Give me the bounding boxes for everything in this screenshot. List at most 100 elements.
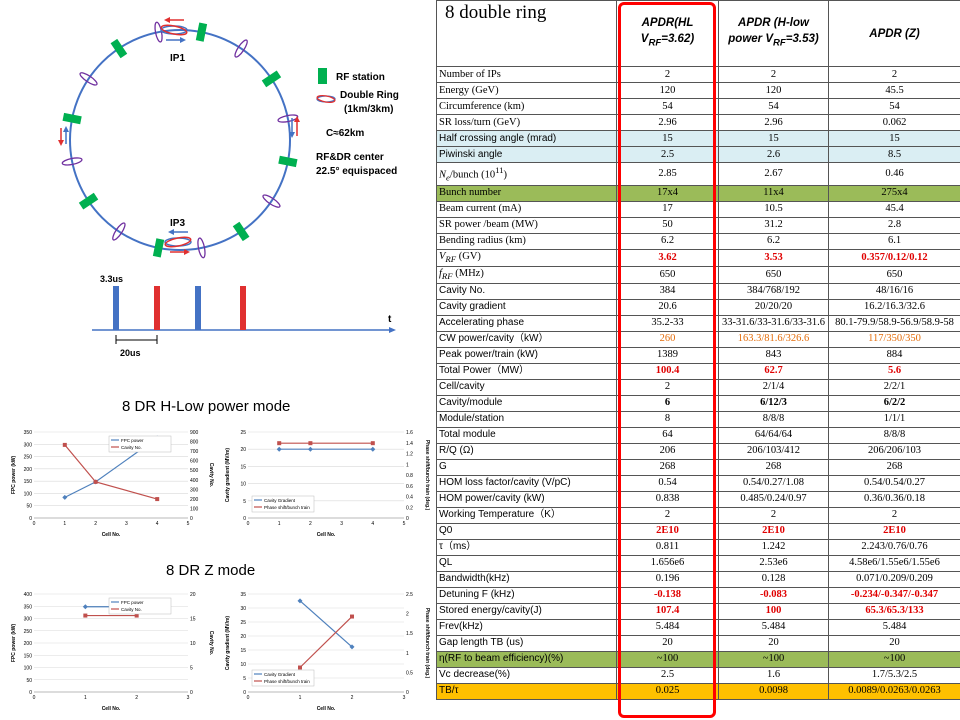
table-row: CW power/cavity（kW） 260 163.3/81.6/326.6 11… bbox=[436, 330, 960, 348]
table-row: Q0 2E10 2E10 2E10 bbox=[436, 522, 960, 540]
double-ring-marker bbox=[234, 39, 248, 58]
period-label: 20us bbox=[120, 348, 141, 358]
x-tick-label: 3 bbox=[403, 695, 406, 701]
cell-apdr-hl: 5.484 bbox=[616, 618, 719, 636]
cell-apdr-hl: 1389 bbox=[616, 346, 719, 364]
cell-apdr-z: 117/350/350 bbox=[828, 330, 960, 348]
table-row: Frev(kHz) 5.484 5.484 5.484 bbox=[436, 618, 960, 636]
x-tick-label: 3 bbox=[187, 695, 190, 701]
cell-apdr-hl: 0.54 bbox=[616, 474, 719, 492]
series-point bbox=[93, 479, 98, 484]
cell-apdr-hl: 17 bbox=[616, 200, 719, 218]
x-tick-label: 2 bbox=[351, 695, 354, 701]
time-axis-arrow bbox=[389, 327, 396, 333]
cell-apdr-z: 54 bbox=[828, 98, 960, 115]
cell-apdr-hl: 0.196 bbox=[616, 570, 719, 588]
table-row: G 268 268 268 bbox=[436, 458, 960, 476]
cell-apdr-hl: 2.96 bbox=[616, 114, 719, 131]
z-cavity-gradient-chart: 0 5 10 15 20 25 30 35 0 0.5 1 1.5 2 2.5 0 1 2 3 Cell No. Ca… bbox=[225, 592, 430, 712]
x-tick-label: 3 bbox=[125, 521, 128, 527]
cell-apdr-hl: 260 bbox=[616, 330, 719, 348]
ip1-label: IP1 bbox=[170, 53, 185, 64]
right-direction-arrows bbox=[289, 116, 300, 138]
table-row: τ（ms） 0.811 1.242 2.243/0.76/0.76 bbox=[436, 538, 960, 556]
table-row: HOM power/cavity (kW) 0.838 0.485/0.24/0.9… bbox=[436, 490, 960, 508]
cell-apdr-z: 2.8 bbox=[828, 216, 960, 234]
y2-tick-label: 1.6 bbox=[406, 430, 413, 436]
cell-apdr-z: 0.0089/0.0263/0.0263 bbox=[828, 682, 960, 700]
y-tick-label: 50 bbox=[26, 504, 32, 510]
cell-apdr-hl: 107.4 bbox=[616, 602, 719, 620]
y-tick-label: 50 bbox=[26, 678, 32, 684]
table-row: η(RF to beam efficiency)(%) ~100 ~100 ~100 bbox=[436, 650, 960, 668]
cell-apdr-z: 2/2/1 bbox=[828, 378, 960, 396]
cell-apdr-z: 650 bbox=[828, 265, 960, 284]
row-label: Bending radius (km) bbox=[436, 232, 617, 250]
y2-axis-label: Cavity No. bbox=[208, 463, 214, 488]
cell-apdr-h-low: 10.5 bbox=[718, 200, 829, 218]
table-row: Circumference (km) 54 54 54 bbox=[436, 98, 960, 115]
series-point bbox=[308, 441, 313, 446]
cell-apdr-z: 884 bbox=[828, 346, 960, 364]
legend-rf-dr-center: RF&DR center bbox=[316, 152, 384, 163]
rf-station-marker bbox=[78, 192, 99, 210]
cell-apdr-h-low: 6/12/3 bbox=[718, 394, 829, 412]
cell-apdr-z: 6.1 bbox=[828, 232, 960, 250]
y-axis-label: FPC power (kW) bbox=[11, 624, 17, 663]
legend-entry: FPC power bbox=[121, 600, 144, 605]
y2-tick-label: 0.2 bbox=[406, 505, 413, 511]
row-label: η(RF to beam efficiency)(%) bbox=[436, 650, 617, 668]
cell-apdr-h-low: 650 bbox=[718, 265, 829, 284]
series-point bbox=[83, 613, 88, 618]
cell-apdr-hl: 17x4 bbox=[616, 184, 719, 202]
series-point bbox=[370, 441, 375, 446]
cell-apdr-z: 0.46 bbox=[828, 162, 960, 186]
cell-apdr-hl: 35.2-33 bbox=[616, 314, 719, 332]
table-row: TB/τ 0.025 0.0098 0.0089/0.0263/0.0263 bbox=[436, 682, 960, 700]
cell-apdr-hl: 2E10 bbox=[616, 522, 719, 540]
cell-apdr-hl: 206 bbox=[616, 442, 719, 460]
cell-apdr-hl: 0.025 bbox=[616, 682, 719, 700]
cell-apdr-z: 80.1-79.9/58.9-56.9/58.9-58 bbox=[828, 314, 960, 332]
y2-axis-label: Phase shift/bunch train (deg.) bbox=[424, 440, 430, 511]
cell-apdr-h-low: 206/103/412 bbox=[718, 442, 829, 460]
y-tick-label: 25 bbox=[240, 620, 246, 626]
ip3-label: IP3 bbox=[170, 218, 185, 229]
cell-apdr-h-low: 2 bbox=[718, 66, 829, 83]
cell-apdr-hl: 1.656e6 bbox=[616, 554, 719, 572]
cell-apdr-h-low: 1.242 bbox=[718, 538, 829, 556]
y-tick-label: 15 bbox=[240, 464, 246, 470]
legend-entry: Cavity No. bbox=[121, 607, 142, 612]
rf-station-marker bbox=[261, 70, 282, 88]
cell-apdr-z: 6/2/2 bbox=[828, 394, 960, 412]
row-label: SR power /beam (MW) bbox=[436, 216, 617, 234]
cell-apdr-z: -0.234/-0.347/-0.347 bbox=[828, 586, 960, 604]
x-axis-label: Cell No. bbox=[102, 706, 121, 712]
legend-entry: Phase shift/bunch train bbox=[264, 505, 310, 510]
legend-double-ring-size: (1km/3km) bbox=[344, 104, 393, 115]
cell-apdr-h-low: 54 bbox=[718, 98, 829, 115]
chart-legend bbox=[251, 495, 315, 513]
cell-apdr-hl: 50 bbox=[616, 216, 719, 234]
cell-apdr-hl: 120 bbox=[616, 82, 719, 99]
y2-tick-label: 20 bbox=[190, 592, 196, 598]
y2-tick-label: 900 bbox=[190, 430, 199, 436]
cell-apdr-h-low: 2.6 bbox=[718, 146, 829, 163]
table-row: Stored energy/cavity(J) 107.4 100 65.3/65.3… bbox=[436, 602, 960, 620]
rf-stations bbox=[62, 22, 298, 258]
cell-apdr-h-low: 33-31.6/33-31.6/33-31.6 bbox=[718, 314, 829, 332]
cell-apdr-h-low: 64/64/64 bbox=[718, 426, 829, 444]
cell-apdr-hl: 2.85 bbox=[616, 162, 719, 186]
table-corner-title: 8 double ring bbox=[436, 0, 617, 67]
y2-tick-label: 1.4 bbox=[406, 441, 413, 447]
legend-equispaced: 22.5° equispaced bbox=[316, 166, 397, 177]
y2-tick-label: 600 bbox=[190, 459, 199, 465]
y2-tick-label: 100 bbox=[190, 506, 199, 512]
series-point bbox=[155, 497, 160, 502]
cell-apdr-hl: 15 bbox=[616, 130, 719, 147]
series-point bbox=[370, 446, 376, 452]
time-axis-label: t bbox=[388, 314, 392, 325]
left-direction-arrows bbox=[58, 126, 69, 146]
table-row: Bending radius (km) 6.2 6.2 6.1 bbox=[436, 232, 960, 250]
row-label: HOM power/cavity (kW) bbox=[436, 490, 617, 508]
